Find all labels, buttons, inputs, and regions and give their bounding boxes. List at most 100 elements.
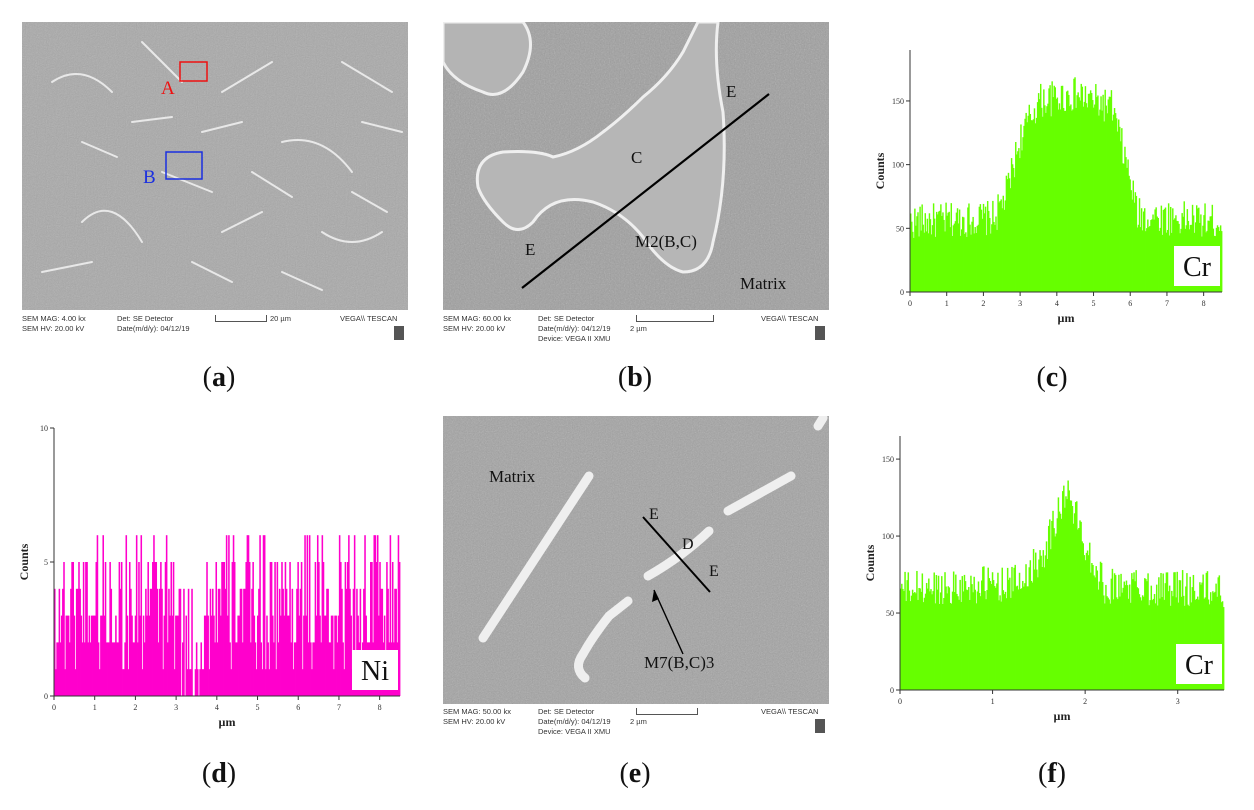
- bar: [905, 601, 907, 690]
- bar: [173, 669, 176, 696]
- bar: [1120, 141, 1122, 292]
- bar: [122, 669, 124, 696]
- bar: [1035, 552, 1037, 690]
- bar: [197, 669, 199, 696]
- x-tick-label: 4: [1055, 299, 1059, 308]
- bar: [95, 562, 98, 696]
- bar: [316, 535, 319, 696]
- bar: [1058, 103, 1061, 292]
- bar: [55, 669, 57, 696]
- bar: [1098, 581, 1101, 690]
- sem-info-device: Device: VEGA II XMU: [538, 334, 611, 343]
- bar: [299, 588, 302, 696]
- bar: [1083, 101, 1086, 292]
- bar: [143, 642, 146, 696]
- bar: [64, 669, 66, 696]
- bar: [988, 578, 991, 690]
- bar: [1200, 584, 1202, 690]
- bar: [1104, 89, 1106, 292]
- element-legend-box: [352, 650, 398, 690]
- bar: [1026, 122, 1028, 292]
- bar: [80, 615, 83, 696]
- bar: [183, 588, 185, 696]
- y-tick-label: 50: [896, 224, 904, 233]
- bar: [991, 572, 994, 690]
- bar: [974, 589, 976, 690]
- bar: [178, 588, 181, 696]
- bar: [1219, 225, 1222, 292]
- bar: [233, 562, 236, 696]
- bar: [110, 588, 113, 696]
- bar: [1037, 93, 1040, 292]
- bar: [986, 201, 989, 292]
- bar: [1123, 163, 1125, 292]
- bar: [94, 615, 96, 696]
- bar: [924, 593, 927, 690]
- sem-image-b: E C E M2(B,C) Matrix: [443, 22, 829, 310]
- bar: [1073, 513, 1076, 690]
- bar: [1126, 585, 1129, 690]
- bar: [179, 588, 182, 696]
- bar: [206, 562, 208, 696]
- panel-a: A B SEM MAG: 4.00 kx SEM HV: 20.00 kV De…: [22, 22, 408, 352]
- bar: [920, 591, 922, 690]
- bar: [1204, 597, 1207, 690]
- bar: [207, 615, 209, 696]
- bar: [944, 572, 946, 690]
- bar: [1089, 542, 1091, 690]
- bar: [155, 562, 158, 696]
- bar: [222, 562, 224, 696]
- bar: [986, 590, 988, 690]
- sem-info-hv: SEM HV: 20.00 kV: [443, 324, 506, 333]
- bar: [376, 535, 379, 696]
- bar: [1114, 113, 1117, 292]
- x-axis-label: µm: [219, 715, 236, 729]
- bar: [1076, 501, 1078, 690]
- bar: [1068, 490, 1070, 690]
- bar: [125, 535, 128, 696]
- bar: [1094, 577, 1096, 690]
- bar: [1056, 518, 1059, 690]
- bar: [1067, 480, 1069, 690]
- chart-f: 0 1 2 3 0 50 100 150 µm Counts Cr: [858, 428, 1234, 728]
- bar: [1017, 151, 1019, 292]
- bar: [960, 229, 963, 292]
- bar: [934, 603, 937, 690]
- scale-bar: [215, 315, 267, 322]
- bar: [1014, 564, 1016, 690]
- bar: [126, 615, 129, 696]
- bar: [79, 588, 81, 696]
- bar: [1033, 569, 1036, 690]
- bar: [1092, 100, 1094, 292]
- bar: [1073, 78, 1075, 292]
- bar: [1150, 220, 1152, 292]
- bar: [1003, 594, 1006, 690]
- bar: [970, 234, 972, 292]
- bar: [922, 224, 924, 292]
- bar: [949, 602, 952, 690]
- bar: [992, 580, 995, 690]
- bar: [932, 591, 934, 690]
- bar: [128, 562, 131, 696]
- bar: [1017, 589, 1020, 690]
- scale-bar-label: 2 µm: [630, 717, 647, 726]
- bar: [921, 204, 923, 292]
- bar: [1020, 124, 1022, 292]
- bars-f: [900, 480, 1225, 690]
- bar: [1081, 86, 1084, 292]
- bar: [1032, 549, 1035, 690]
- bar: [86, 562, 88, 696]
- x-tick-label: 0: [898, 697, 902, 706]
- bar: [1161, 234, 1164, 292]
- bar: [1163, 599, 1165, 690]
- bar: [1052, 510, 1054, 690]
- bar: [1156, 216, 1158, 292]
- bar: [945, 202, 947, 292]
- label-e-bottom: E: [709, 563, 719, 580]
- bar: [941, 215, 943, 292]
- bar: [1025, 112, 1027, 293]
- bar: [124, 642, 126, 696]
- bar: [956, 208, 959, 292]
- caption-a: (a): [202, 362, 236, 393]
- bar: [949, 227, 951, 292]
